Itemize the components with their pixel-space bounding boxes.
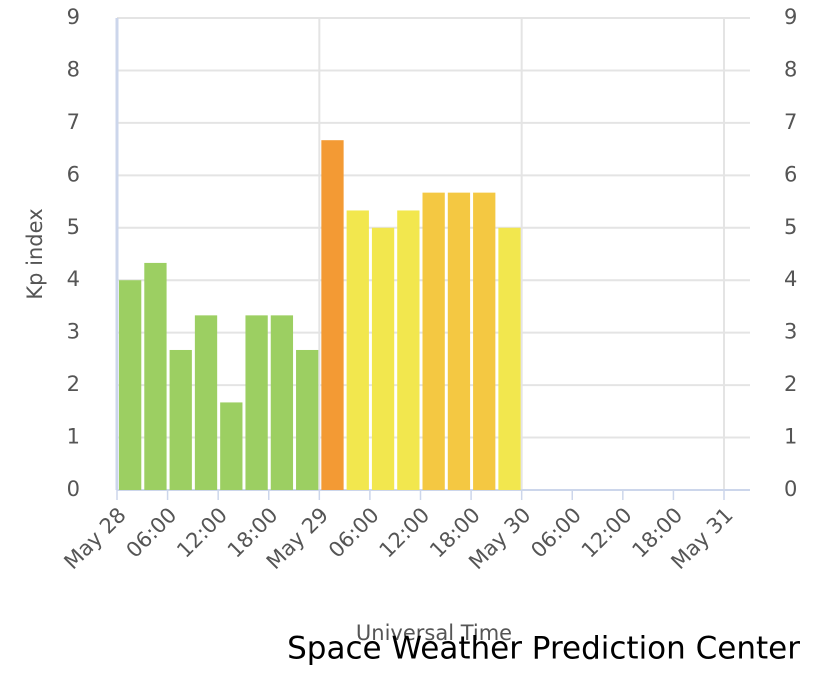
y-tick-label: 2	[67, 372, 80, 396]
y-tick-label: 8	[67, 57, 80, 81]
y-tick-label: 7	[67, 110, 80, 134]
y2-tick-label: 8	[784, 57, 797, 81]
y-tick-label: 3	[67, 320, 80, 344]
x-tick-label: May 28	[59, 503, 130, 574]
bar	[270, 315, 294, 490]
y2-tick-label: 6	[784, 162, 797, 186]
x-tick-label: 12:00	[577, 503, 637, 563]
y2-tick-label: 7	[784, 110, 797, 134]
bar	[447, 192, 471, 490]
bar	[194, 315, 218, 490]
bar	[473, 192, 496, 490]
y-tick-label: 9	[67, 5, 80, 29]
credit: Space Weather Prediction Center	[287, 631, 800, 667]
y-tick-label: 1	[67, 425, 80, 449]
y2-tick-label: 2	[784, 372, 797, 396]
y-tick-label: 0	[67, 477, 80, 501]
x-axis-label: Universal Time	[356, 621, 512, 645]
bar	[119, 280, 142, 490]
bar	[169, 349, 192, 490]
y2-tick-label: 1	[784, 425, 797, 449]
bar	[397, 210, 420, 490]
bar	[346, 210, 369, 490]
y2-tick-label: 0	[784, 477, 797, 501]
bar	[498, 227, 521, 490]
x-tick-label: 06:00	[526, 503, 586, 563]
bar	[321, 140, 344, 490]
y2-tick-label: 4	[784, 267, 797, 291]
y-tick-label: 4	[67, 267, 80, 291]
x-tick-label: 06:00	[324, 503, 384, 563]
y2-tick-label: 3	[784, 320, 797, 344]
y-tick-label: 6	[67, 162, 80, 186]
bar	[220, 402, 243, 490]
bar	[296, 349, 319, 490]
x-tick-label: 12:00	[375, 503, 435, 563]
bar	[371, 227, 395, 490]
bar	[245, 315, 268, 490]
bar	[144, 262, 167, 490]
x-tick-label: 06:00	[122, 503, 182, 563]
y-tick-label: 5	[67, 215, 80, 239]
y-axis-label: Kp index	[23, 208, 47, 299]
y2-tick-label: 5	[784, 215, 797, 239]
y2-tick-label: 9	[784, 5, 797, 29]
x-tick-label: 12:00	[172, 503, 232, 563]
bar	[422, 192, 445, 490]
